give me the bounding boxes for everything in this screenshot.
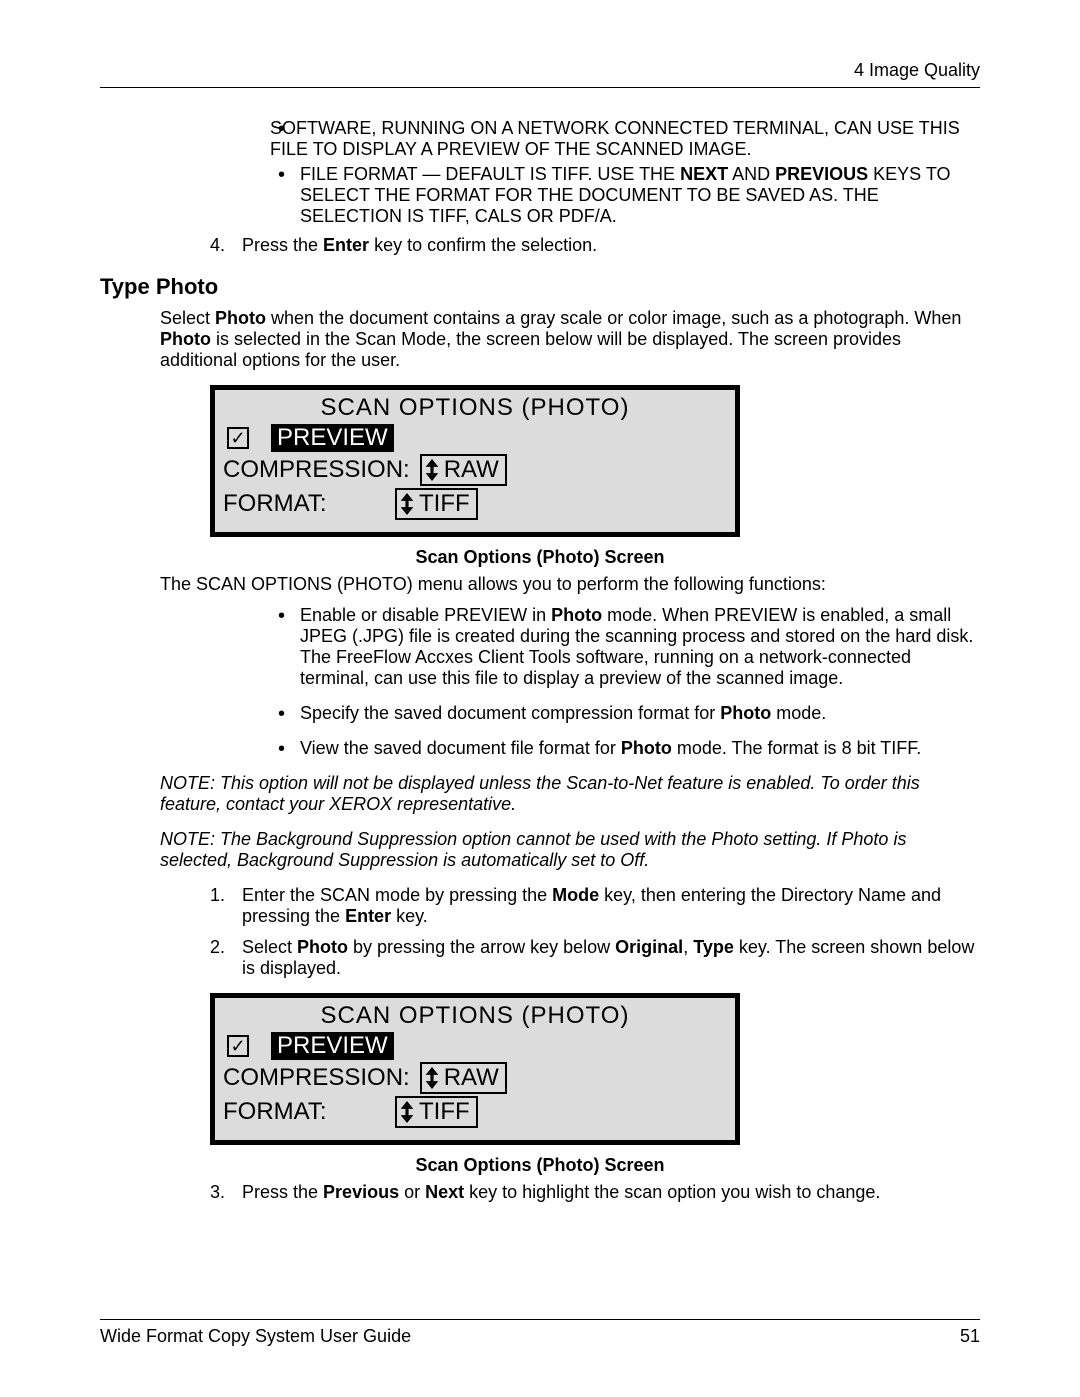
page-header: 4 Image Quality [100, 60, 980, 88]
screen-title: SCAN OPTIONS (PHOTO) [223, 394, 727, 422]
num: 1. [210, 885, 225, 906]
bold: Photo [551, 605, 602, 625]
num: 2. [210, 937, 225, 958]
list-item: 3. Press the Previous or Next key to hig… [210, 1182, 980, 1203]
bold: Original [615, 937, 683, 957]
compression-row: COMPRESSION: RAW [223, 1062, 727, 1094]
list-item: 2. Select Photo by pressing the arrow ke… [210, 937, 980, 979]
text: key to confirm the selection. [369, 235, 597, 255]
section-title: Type Photo [100, 274, 980, 300]
bold: Next [425, 1182, 464, 1202]
updown-arrows-icon [399, 493, 415, 515]
bold: PREVIOUS [775, 164, 868, 184]
format-value: TIFF [419, 1098, 470, 1126]
text: Select [242, 937, 297, 957]
list-item: 1. Enter the SCAN mode by pressing the M… [210, 885, 980, 927]
menu-intro: The SCAN OPTIONS (PHOTO) menu allows you… [100, 574, 980, 595]
bold: Previous [323, 1182, 399, 1202]
compression-value-box: RAW [420, 1062, 507, 1094]
preview-row: ✓ PREVIEW [223, 424, 727, 452]
text: View the saved document file format for [300, 738, 621, 758]
note-1: NOTE: This option will not be displayed … [160, 773, 980, 815]
text: , [683, 937, 693, 957]
bold: Photo [160, 329, 211, 349]
text: Enter the SCAN mode by pressing the [242, 885, 552, 905]
text: key to highlight the scan option you wis… [464, 1182, 880, 1202]
format-label: FORMAT: [223, 1098, 385, 1126]
text: AND [728, 164, 775, 184]
preview-row: ✓ PREVIEW [223, 1032, 727, 1060]
note-2: NOTE: The Background Suppression option … [160, 829, 980, 871]
compression-row: COMPRESSION: RAW [223, 454, 727, 486]
compression-value-box: RAW [420, 454, 507, 486]
list-item: Enable or disable PREVIEW in Photo mode.… [270, 605, 980, 689]
step-4: 4. Press the Enter key to confirm the se… [100, 235, 980, 256]
updown-arrows-icon [424, 1067, 440, 1089]
select-paragraph: Select Photo when the document contains … [100, 308, 980, 371]
bold: Mode [552, 885, 599, 905]
bold: Photo [720, 703, 771, 723]
format-row: FORMAT: TIFF [223, 488, 727, 520]
list-item: Specify the saved document compression f… [270, 703, 980, 724]
text: or [399, 1182, 425, 1202]
bullet-text: SOFTWARE, RUNNING ON A NETWORK CONNECTED… [270, 118, 960, 159]
text: is selected in the Scan Mode, the screen… [160, 329, 901, 370]
text: by pressing the arrow key below [348, 937, 615, 957]
format-row: FORMAT: TIFF [223, 1096, 727, 1128]
list-item: View the saved document file format for … [270, 738, 980, 759]
num: 4. [210, 235, 225, 256]
preview-highlight: PREVIEW [271, 424, 394, 452]
caption-2: Scan Options (Photo) Screen [100, 1155, 980, 1176]
text: when the document contains a gray scale … [266, 308, 961, 328]
text: Specify the saved document compression f… [300, 703, 720, 723]
format-value-box: TIFF [395, 488, 478, 520]
format-label: FORMAT: [223, 490, 385, 518]
text: mode. The format is 8 bit TIFF. [672, 738, 921, 758]
footer-page-number: 51 [960, 1326, 980, 1347]
num: 3. [210, 1182, 225, 1203]
compression-label: COMPRESSION: [223, 1064, 410, 1092]
footer-left: Wide Format Copy System User Guide [100, 1326, 411, 1347]
list-item: 4. Press the Enter key to confirm the se… [210, 235, 980, 256]
functions-list: Enable or disable PREVIEW in Photo mode.… [100, 605, 980, 759]
compression-value: RAW [444, 456, 499, 484]
header-right: 4 Image Quality [854, 60, 980, 80]
bold: Enter [345, 906, 391, 926]
caption-1: Scan Options (Photo) Screen [100, 547, 980, 568]
bold: Photo [297, 937, 348, 957]
compression-value: RAW [444, 1064, 499, 1092]
text: Press the [242, 1182, 323, 1202]
bold: NEXT [680, 164, 728, 184]
checkbox-icon: ✓ [227, 427, 249, 449]
screen-title: SCAN OPTIONS (PHOTO) [223, 1002, 727, 1030]
bold: Enter [323, 235, 369, 255]
compression-label: COMPRESSION: [223, 456, 410, 484]
bullet-continuation: SOFTWARE, RUNNING ON A NETWORK CONNECTED… [270, 118, 980, 160]
continued-bullets: SOFTWARE, RUNNING ON A NETWORK CONNECTED… [100, 118, 980, 227]
preview-highlight: PREVIEW [271, 1032, 394, 1060]
scan-options-screen-2: SCAN OPTIONS (PHOTO) ✓ PREVIEW COMPRESSI… [210, 993, 740, 1145]
step-3: 3. Press the Previous or Next key to hig… [100, 1182, 980, 1203]
format-value: TIFF [419, 490, 470, 518]
text: mode. [771, 703, 826, 723]
bold: Photo [621, 738, 672, 758]
updown-arrows-icon [399, 1101, 415, 1123]
bold: Photo [215, 308, 266, 328]
page-footer: Wide Format Copy System User Guide 51 [100, 1319, 980, 1347]
bullet-file-format: FILE FORMAT — DEFAULT IS TIFF. USE THE N… [270, 164, 980, 227]
updown-arrows-icon [424, 459, 440, 481]
text: Select [160, 308, 215, 328]
text: key. [391, 906, 428, 926]
scan-options-screen-1: SCAN OPTIONS (PHOTO) ✓ PREVIEW COMPRESSI… [210, 385, 740, 537]
bold: Type [693, 937, 734, 957]
text: Enable or disable PREVIEW in [300, 605, 551, 625]
steps-list: 1. Enter the SCAN mode by pressing the M… [100, 885, 980, 979]
checkbox-icon: ✓ [227, 1035, 249, 1057]
text: Press the [242, 235, 323, 255]
format-value-box: TIFF [395, 1096, 478, 1128]
text: FILE FORMAT — DEFAULT IS TIFF. USE THE [300, 164, 680, 184]
